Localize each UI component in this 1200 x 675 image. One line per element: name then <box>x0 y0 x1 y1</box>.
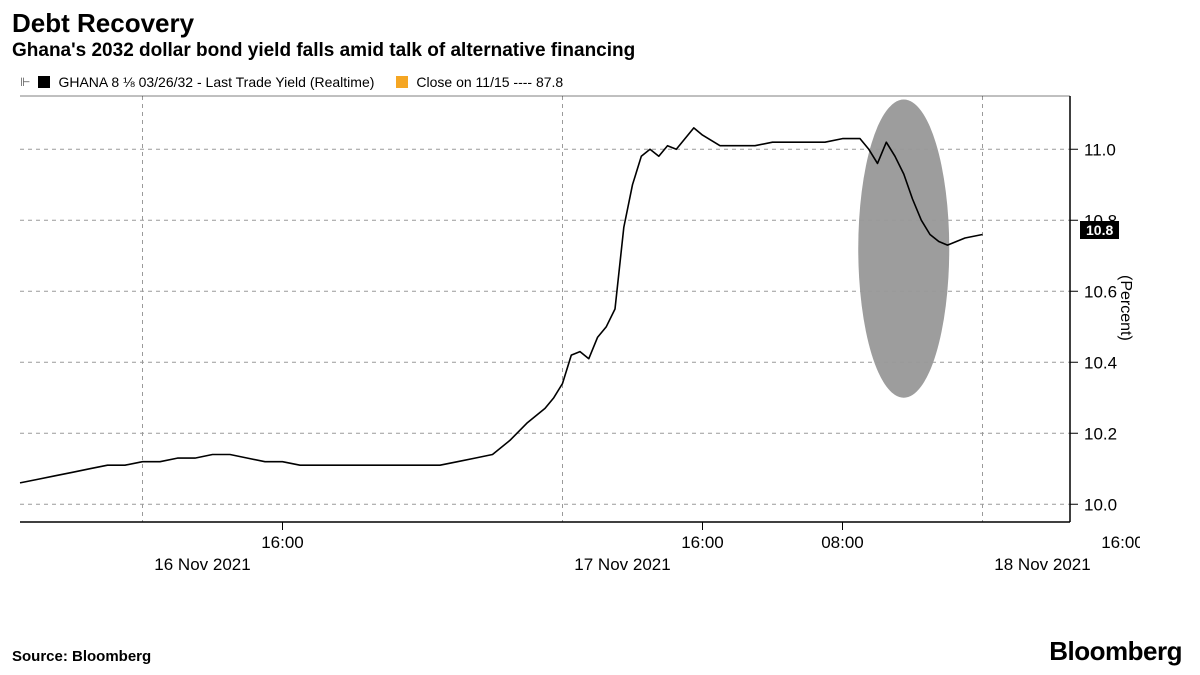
legend-label-1: GHANA 8 ⅛ 03/26/32 - Last Trade Yield (R… <box>58 74 374 90</box>
legend-marker-icon: ⊩ <box>20 75 30 89</box>
page-title: Debt Recovery <box>12 8 194 39</box>
page-subtitle: Ghana's 2032 dollar bond yield falls ami… <box>12 40 635 62</box>
legend-label-2: Close on 11/15 ---- 87.8 <box>416 74 563 90</box>
svg-text:16:00: 16:00 <box>681 533 724 552</box>
svg-text:10.4: 10.4 <box>1084 353 1117 372</box>
svg-text:18 Nov 2021: 18 Nov 2021 <box>994 555 1090 574</box>
svg-text:10.0: 10.0 <box>1084 495 1117 514</box>
svg-text:11.0: 11.0 <box>1084 140 1116 159</box>
yield-chart: 10.0 10.2 10.4 10.6 10.8 11.0 16:00 16:00 08:00 1… <box>14 72 1140 592</box>
svg-text:16:00: 16:00 <box>1101 533 1140 552</box>
svg-text:10.6: 10.6 <box>1084 282 1117 301</box>
chart-legend: ⊩ GHANA 8 ⅛ 03/26/32 - Last Trade Yield … <box>20 74 563 90</box>
svg-text:17 Nov 2021: 17 Nov 2021 <box>574 555 670 574</box>
svg-text:10.2: 10.2 <box>1084 424 1117 443</box>
svg-text:16:00: 16:00 <box>261 533 304 552</box>
value-flag: 10.8 <box>1080 221 1119 239</box>
legend-swatch-1 <box>38 76 50 88</box>
brand-logo: Bloomberg <box>1049 636 1182 667</box>
svg-text:16 Nov 2021: 16 Nov 2021 <box>154 555 250 574</box>
svg-text:08:00: 08:00 <box>821 533 864 552</box>
chart-source: Source: Bloomberg <box>12 648 151 665</box>
y-axis-label: (Percent) <box>1116 275 1134 341</box>
legend-swatch-2 <box>396 76 408 88</box>
